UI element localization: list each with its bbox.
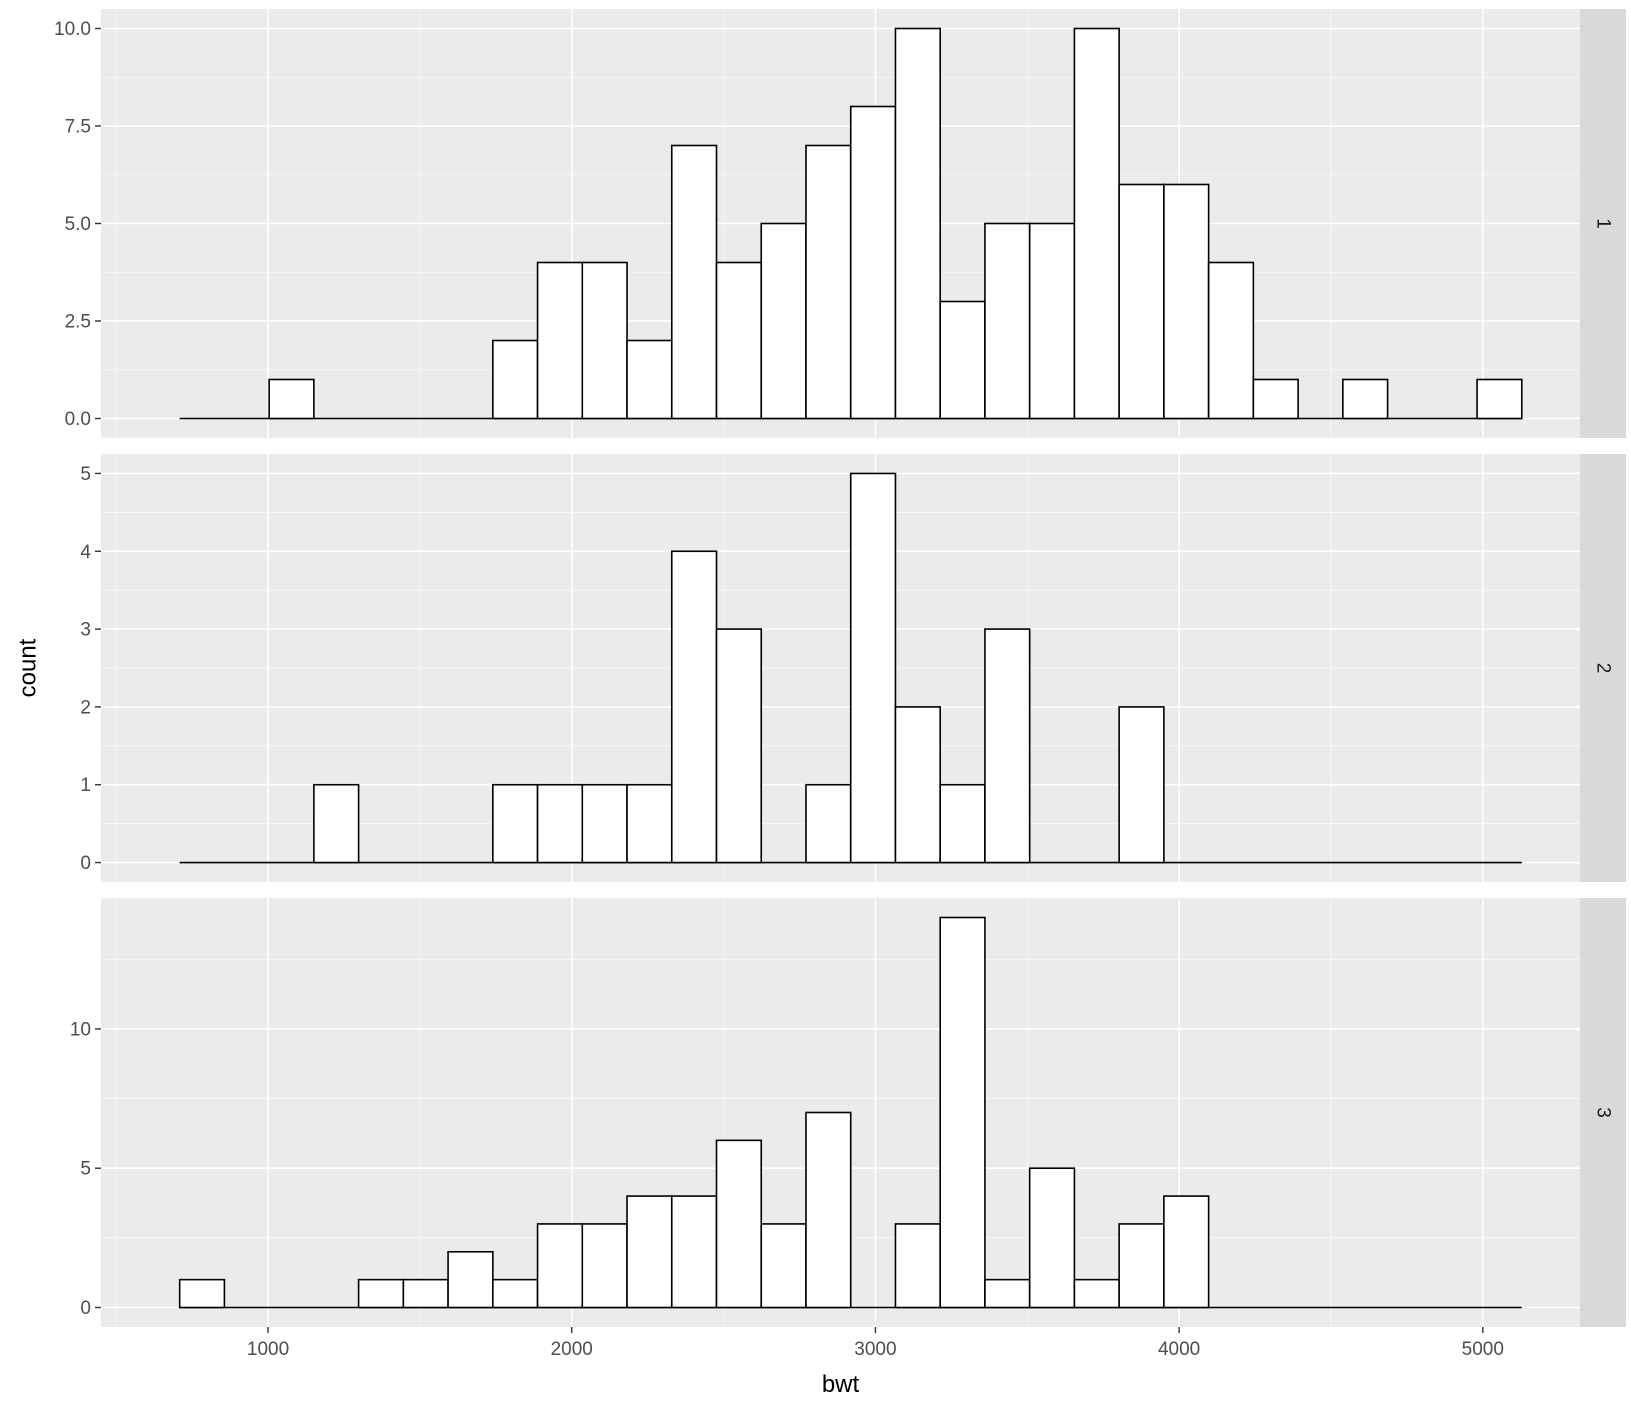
y-tick-label: 4 bbox=[80, 542, 91, 563]
y-tick-label: 5 bbox=[80, 464, 91, 485]
histogram-bar bbox=[939, 783, 986, 864]
histogram-bar bbox=[984, 1278, 1031, 1309]
histogram-bar bbox=[760, 222, 807, 420]
histogram-bar bbox=[939, 916, 986, 1309]
histogram-bar bbox=[581, 1223, 628, 1309]
x-tick-label: 1000 bbox=[247, 1339, 289, 1360]
facet-strip bbox=[1580, 9, 1626, 438]
histogram-bar bbox=[1163, 183, 1210, 420]
histogram-bar bbox=[492, 783, 539, 864]
histogram-bar bbox=[715, 1139, 763, 1309]
facet-strip bbox=[1580, 898, 1626, 1327]
histogram-bar bbox=[670, 1195, 718, 1309]
histogram-bar bbox=[492, 1278, 539, 1309]
histogram-bar bbox=[581, 783, 628, 864]
x-axis-title: bwt bbox=[822, 1371, 860, 1398]
x-tick-label: 3000 bbox=[854, 1339, 896, 1360]
histogram-bar bbox=[1163, 1195, 1210, 1309]
histogram-bar bbox=[805, 1111, 852, 1309]
histogram-bar bbox=[670, 144, 718, 420]
histogram-bar bbox=[626, 339, 673, 420]
histogram-bar bbox=[894, 27, 941, 420]
histogram-bar bbox=[1118, 706, 1165, 864]
facet-strip-label: 1 bbox=[1593, 218, 1614, 229]
y-tick-label: 0 bbox=[80, 1298, 91, 1319]
histogram-bar bbox=[984, 222, 1031, 420]
histogram-bar bbox=[715, 628, 763, 864]
y-tick-label: 10.0 bbox=[54, 19, 91, 40]
facet-strip-label: 2 bbox=[1593, 663, 1614, 674]
facet-panel-1: 0.0 2.5 5.0 7.5 10.0 1 bbox=[54, 9, 1626, 438]
histogram-bar bbox=[894, 706, 941, 864]
histogram-bar bbox=[1028, 1167, 1076, 1309]
y-tick-label: 0 bbox=[80, 853, 91, 874]
histogram-bar bbox=[536, 1223, 584, 1309]
y-tick-label: 7.5 bbox=[65, 117, 91, 138]
histogram-bar bbox=[1476, 378, 1523, 420]
x-axis: 1000 2000 3000 4000 5000 bbox=[247, 1327, 1504, 1360]
histogram-bar bbox=[1118, 183, 1165, 420]
y-tick-label: 0.0 bbox=[65, 409, 91, 430]
y-tick-label: 2 bbox=[80, 697, 91, 718]
histogram-bar bbox=[1342, 378, 1389, 420]
x-tick-label: 5000 bbox=[1462, 1339, 1504, 1360]
histogram-bar bbox=[268, 378, 315, 420]
y-axis-title: count bbox=[15, 638, 42, 697]
histogram-bar bbox=[1252, 378, 1299, 420]
x-tick-label: 4000 bbox=[1158, 1339, 1200, 1360]
histogram-bar bbox=[178, 1278, 226, 1309]
histogram-bar bbox=[626, 1195, 673, 1309]
histogram-bar bbox=[1073, 1278, 1120, 1309]
histogram-bar bbox=[894, 1223, 941, 1309]
facet-strip bbox=[1580, 454, 1626, 882]
y-tick-label: 1 bbox=[80, 775, 91, 796]
histogram-bar bbox=[984, 628, 1031, 864]
histogram-bar bbox=[313, 783, 360, 864]
histogram-bar bbox=[805, 144, 852, 420]
facet-panel-3: 0 5 10 3 bbox=[70, 898, 1626, 1327]
y-tick-label: 3 bbox=[80, 620, 91, 641]
histogram-bar bbox=[492, 339, 539, 420]
histogram-bar bbox=[849, 472, 897, 864]
y-tick-label: 5.0 bbox=[65, 214, 91, 235]
histogram-bar bbox=[626, 783, 673, 864]
histogram-bar bbox=[939, 300, 986, 420]
histogram-bar bbox=[715, 261, 763, 420]
histogram-bar bbox=[402, 1278, 449, 1309]
histogram-bar bbox=[1028, 222, 1076, 420]
histogram-bar bbox=[536, 261, 584, 420]
facet-strip-label: 3 bbox=[1593, 1107, 1614, 1118]
histogram-bar bbox=[670, 550, 718, 864]
histogram-bar bbox=[1118, 1223, 1165, 1309]
histogram-bar bbox=[849, 105, 897, 420]
histogram-bar bbox=[805, 783, 852, 864]
y-tick-label: 10 bbox=[70, 1019, 91, 1040]
y-tick-label: 2.5 bbox=[65, 312, 91, 333]
x-tick-label: 2000 bbox=[551, 1339, 593, 1360]
facet-panel-2: 0 1 2 3 4 5 2 bbox=[80, 454, 1626, 882]
histogram-bar bbox=[536, 783, 584, 864]
y-tick-label: 5 bbox=[80, 1159, 91, 1180]
histogram-bar bbox=[357, 1278, 405, 1309]
histogram-bar bbox=[1073, 27, 1120, 420]
histogram-bar bbox=[581, 261, 628, 420]
histogram-bar bbox=[1207, 261, 1255, 420]
histogram-bar bbox=[760, 1223, 807, 1309]
histogram-bar bbox=[447, 1250, 494, 1309]
